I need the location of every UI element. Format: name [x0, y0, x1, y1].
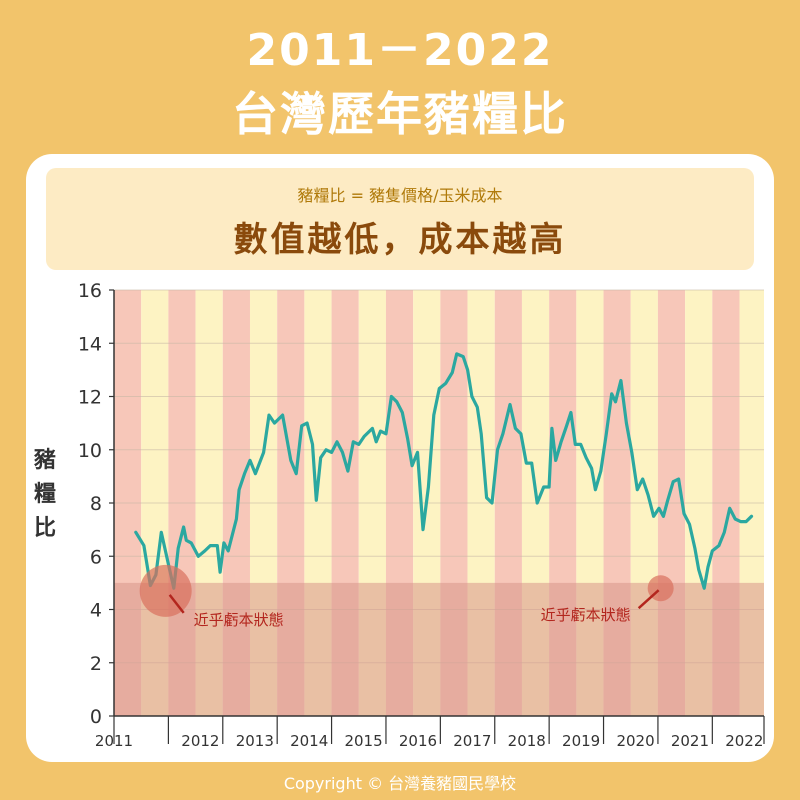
annotation-label: 近乎虧本狀態 [541, 606, 631, 624]
y-axis-label-char: 比 [33, 516, 56, 541]
y-tick-label: 6 [90, 546, 102, 568]
x-tick-label: 2017 [453, 732, 491, 750]
y-axis-label-char: 豬 [33, 448, 56, 473]
x-tick-label: 2011 [95, 732, 133, 750]
series-line [134, 352, 754, 590]
y-tick-label: 4 [90, 600, 102, 622]
annotation-label: 近乎虧本狀態 [194, 611, 284, 629]
y-tick-label: 2 [90, 653, 102, 675]
y-axis-label-char: 糧 [33, 482, 56, 507]
y-axis-label: 豬 糧 比 [30, 444, 60, 546]
x-tick-label: 2013 [236, 732, 274, 750]
chart-title: 台灣歷年豬糧比 [232, 87, 568, 141]
y-tick-label: 8 [90, 493, 102, 515]
x-tick-label: 2012 [181, 732, 219, 750]
x-tick-label: 2016 [399, 732, 437, 750]
x-tick-label: 2022 [725, 732, 763, 750]
y-tick-label: 0 [90, 706, 102, 728]
chart-title-years: 2011－2022 [246, 25, 554, 76]
y-tick-label: 10 [78, 440, 102, 462]
x-tick-label: 2015 [344, 732, 382, 750]
y-tick-label: 16 [78, 280, 102, 302]
loss-zone [114, 582, 764, 716]
annotation-pointer [168, 594, 185, 614]
formula-text: 豬糧比 = 豬隻價格/玉米成本 [297, 186, 503, 205]
x-tick-label: 2021 [671, 732, 709, 750]
x-tick-label: 2018 [508, 732, 546, 750]
info-box: 豬糧比 = 豬隻價格/玉米成本 數值越低，成本越高 [46, 168, 754, 270]
x-tick-label: 2014 [290, 732, 328, 750]
x-tick-label: 2020 [616, 732, 654, 750]
y-tick-label: 14 [78, 333, 102, 355]
annotation-pointer [637, 589, 660, 610]
headline-text: 數值越低，成本越高 [233, 220, 567, 260]
low-point-marker [139, 564, 192, 617]
copyright-footer: Copyright © 台灣養豬國民學校 [283, 774, 517, 793]
y-tick-label: 12 [78, 387, 102, 409]
x-tick-label: 2019 [562, 732, 600, 750]
